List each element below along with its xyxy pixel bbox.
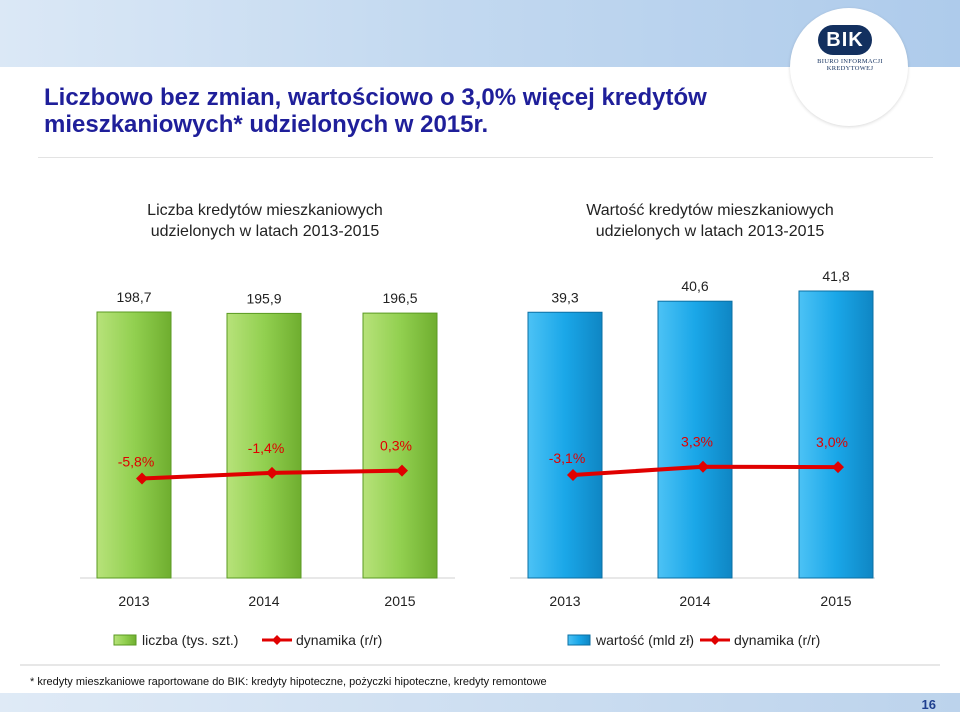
dynamics-point (266, 466, 278, 479)
x-tick-label: 2015 (384, 593, 415, 609)
dynamics-point (832, 461, 844, 474)
bar-count-2013 (96, 311, 172, 579)
x-tick-label: 2014 (248, 593, 279, 609)
bar-value-2015 (798, 290, 874, 579)
footer-band (0, 693, 960, 712)
dynamics-label: -1,4% (248, 440, 285, 456)
chart-title-count: Liczba kredytów mieszkaniowych udzielony… (147, 202, 383, 240)
legend-line-marker (272, 635, 282, 645)
chart-title-value: Wartość kredytów mieszkaniowych udzielon… (586, 202, 834, 240)
page-title: Liczbowo bez zmian, wartościowo o 3,0% w… (44, 84, 707, 138)
bar-value-label: 41,8 (822, 268, 849, 284)
legend-bar-label: liczba (tys. szt.) (142, 632, 238, 648)
legend-bar-swatch (113, 634, 137, 646)
bik-logo: BIK (818, 25, 872, 55)
legend-line-marker (710, 635, 720, 645)
x-tick-label: 2014 (679, 593, 710, 609)
legend-bar-swatch (567, 634, 591, 646)
dynamics-point (136, 472, 148, 485)
legend-line-label: dynamika (r/r) (296, 632, 382, 648)
dynamics-point (697, 460, 709, 473)
dynamics-label: 0,3% (380, 438, 412, 454)
legend-line-label: dynamika (r/r) (734, 632, 820, 648)
bar-count-2015 (362, 312, 438, 579)
legend-bar-label: wartość (mld zł) (595, 632, 694, 648)
title-divider (38, 157, 933, 158)
bar-count-2014 (226, 312, 302, 579)
footnote: * kredyty mieszkaniowe raportowane do BI… (30, 676, 547, 688)
dynamics-point (567, 469, 579, 482)
logo-caption: BIURO INFORMACJI KREDYTOWEJ (817, 58, 883, 72)
bar-value-label: 195,9 (246, 290, 281, 306)
bar-value-label: 196,5 (382, 290, 417, 306)
x-tick-label: 2013 (118, 593, 149, 609)
bar-value-2013 (527, 311, 603, 579)
dynamics-label: 3,0% (816, 434, 848, 450)
page-number: 16 (921, 697, 936, 712)
bar-value-2014 (657, 300, 733, 579)
bar-value-label: 198,7 (116, 289, 151, 305)
bar-value-label: 39,3 (551, 289, 578, 305)
dynamics-label: -5,8% (118, 454, 155, 470)
x-tick-label: 2015 (820, 593, 851, 609)
x-tick-label: 2013 (549, 593, 580, 609)
bar-value-label: 40,6 (681, 278, 708, 294)
dynamics-label: 3,3% (681, 434, 713, 450)
dynamics-label: -3,1% (549, 450, 586, 466)
dynamics-point (396, 464, 408, 477)
